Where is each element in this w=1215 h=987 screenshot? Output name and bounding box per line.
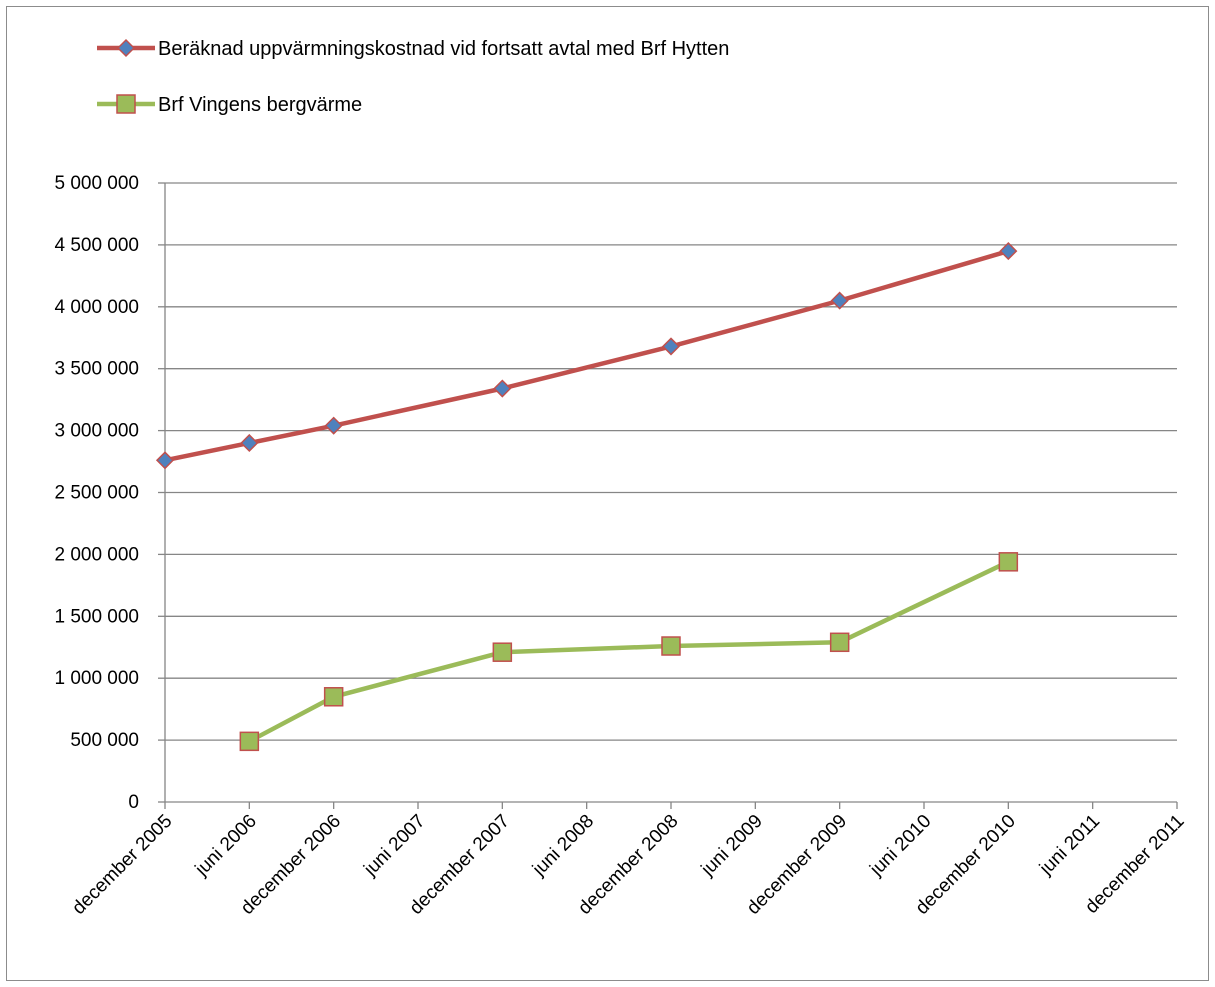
series-2 [239,552,1019,752]
y-tick-label: 1 500 000 [54,606,139,627]
series [155,242,1019,752]
series-line [248,559,1010,744]
x-tick-label: juni 2008 [528,811,598,881]
data-point-marker [324,416,343,435]
legend-item-2: Brf Vingens bergvärme [97,94,362,116]
data-point-marker [493,379,512,398]
x-tick-label: juni 2007 [359,811,429,881]
data-point-marker [116,38,136,58]
y-tick-label: 4 500 000 [54,235,139,256]
legend-label: Beräknad uppvärmningskostnad vid fortsat… [158,38,729,60]
data-point-marker [116,94,136,114]
y-tick-label: 0 [128,792,139,813]
legend: Beräknad uppvärmningskostnad vid fortsat… [97,38,729,116]
data-point-marker [492,642,513,662]
data-point-marker [323,687,344,707]
data-point-marker [661,636,681,656]
y-tick-label: 4 000 000 [54,297,139,318]
data-point-marker [998,552,1019,572]
series-1 [155,242,1018,470]
axes: 0 500 000 1 000 000 1 500 000 2 000 000 2 500… [54,173,1188,919]
y-tick-label: 2 500 000 [54,483,139,504]
x-tick-label: december 2005 [68,811,176,919]
legend-label: Brf Vingens bergvärme [158,94,362,116]
chart-area [6,6,1209,981]
y-tick-label: 1 000 000 [54,668,139,689]
data-point-marker [239,731,260,752]
y-tick-label: 500 000 [70,730,139,751]
x-tick-label: juni 2006 [191,811,261,881]
data-point-marker [155,451,175,470]
y-tick-label: 2 000 000 [54,544,139,565]
data-point-marker [999,242,1018,261]
y-tick-label: 5 000 000 [54,173,139,194]
data-point-marker [830,291,849,310]
gridlines [165,182,1177,741]
y-tick-label: 3 500 000 [54,359,139,380]
series-line [164,248,1009,463]
data-point-marker [829,632,850,653]
data-point-marker [661,337,681,356]
data-point-marker [240,433,259,453]
legend-item-1: Beräknad uppvärmningskostnad vid fortsat… [97,38,729,60]
x-tick-label: juni 2010 [865,811,935,881]
x-tick-label: juni 2011 [1035,811,1104,880]
x-tick-label: juni 2009 [697,811,767,881]
y-tick-label: 3 000 000 [54,421,139,442]
